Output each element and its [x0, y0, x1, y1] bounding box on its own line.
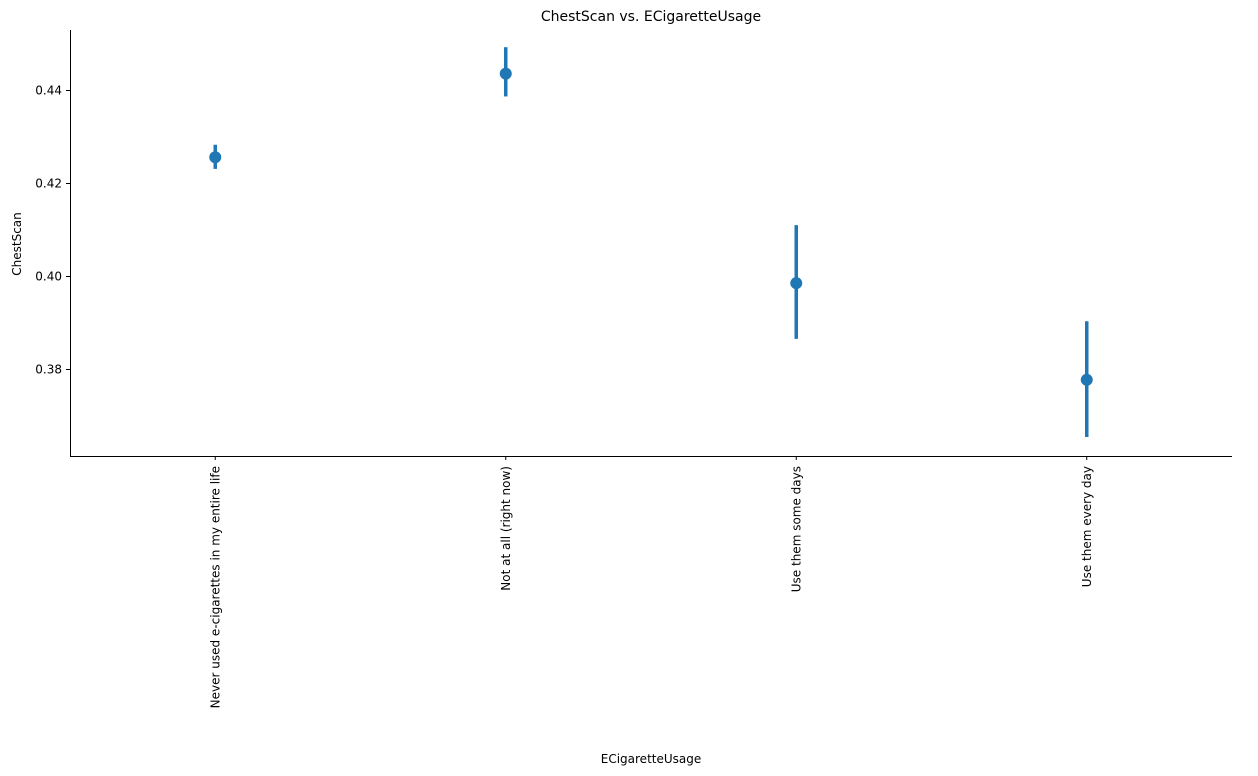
x-tick-label: Not at all (right now)	[499, 466, 513, 591]
x-ticks: Never used e-cigarettes in my entire lif…	[208, 456, 1094, 708]
data-point	[1080, 373, 1093, 386]
y-ticks: 0.38 0.40 0.42 0.44	[35, 84, 70, 377]
y-axis-label: ChestScan	[10, 212, 24, 276]
data-point	[790, 277, 803, 290]
data-point	[499, 67, 512, 80]
x-axis-label: ECigaretteUsage	[601, 752, 702, 766]
y-tick-label: 0.44	[35, 84, 62, 98]
x-tick-label: Use them some days	[789, 466, 803, 592]
y-tick-label: 0.42	[35, 177, 62, 191]
chart-title: ChestScan vs. ECigaretteUsage	[541, 9, 761, 25]
x-tick-label: Use them every day	[1080, 466, 1094, 587]
data-marks	[209, 47, 1093, 437]
data-point	[209, 151, 222, 164]
y-tick-label: 0.38	[35, 363, 62, 377]
x-tick-label: Never used e-cigarettes in my entire lif…	[208, 466, 222, 708]
y-tick-label: 0.40	[35, 270, 62, 284]
